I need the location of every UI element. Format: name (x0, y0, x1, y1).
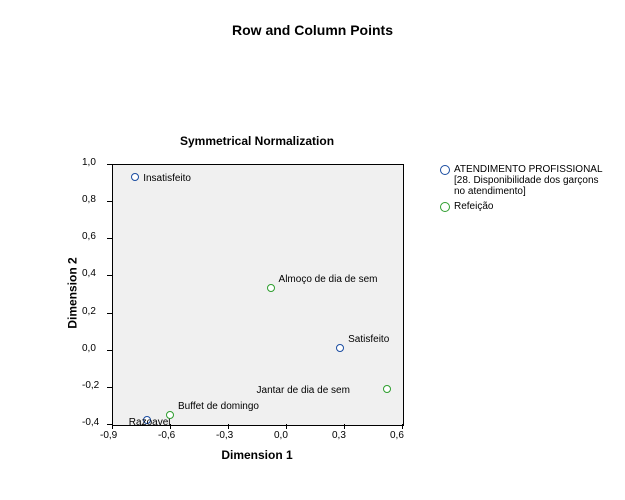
x-tick-label: 0,6 (390, 430, 404, 441)
chart-container: Row and Column Points Symmetrical Normal… (0, 0, 625, 500)
data-point-label: Satisfeito (348, 334, 389, 345)
x-tick-label: -0,9 (100, 430, 117, 441)
legend-item: Refeição (440, 201, 610, 212)
y-tick-label: 1,0 (82, 157, 96, 168)
x-tick (344, 424, 345, 429)
x-tick (112, 424, 113, 429)
data-point (383, 385, 391, 393)
data-point-label: Almoço de dia de sem (279, 274, 378, 285)
data-point (336, 344, 344, 352)
y-tick-label: -0,4 (82, 417, 99, 428)
legend-label: Refeição (454, 201, 608, 212)
x-tick (402, 424, 403, 429)
legend: ATENDIMENTO PROFISSIONAL [28. Disponibil… (440, 164, 610, 216)
x-tick-label: -0,6 (158, 430, 175, 441)
legend-item: ATENDIMENTO PROFISSIONAL [28. Disponibil… (440, 164, 610, 197)
x-tick-label: 0,3 (332, 430, 346, 441)
x-tick (286, 424, 287, 429)
data-point-label: Insatisfeito (143, 173, 191, 184)
y-tick (107, 387, 112, 388)
y-tick-label: 0,6 (82, 231, 96, 242)
chart-main-title: Row and Column Points (0, 0, 625, 38)
y-axis-title: Dimension 2 (66, 257, 80, 328)
sub-title-holder: Symmetrical Normalization (112, 134, 402, 148)
y-tick (107, 164, 112, 165)
y-tick-label: 0,8 (82, 194, 96, 205)
chart-sub-title: Symmetrical Normalization (112, 134, 402, 148)
x-tick (228, 424, 229, 429)
y-tick-label: 0,4 (82, 268, 96, 279)
legend-marker (440, 202, 450, 212)
data-point-label: Buffet de domingo (178, 401, 259, 412)
y-tick (107, 424, 112, 425)
data-point-label: Razoavel (129, 417, 171, 428)
legend-marker (440, 165, 450, 175)
x-tick-label: 0,0 (274, 430, 288, 441)
y-tick (107, 201, 112, 202)
y-tick-label: 0,0 (82, 343, 96, 354)
y-tick (107, 350, 112, 351)
data-point-label: Jantar de dia de sem (257, 385, 350, 396)
y-tick (107, 238, 112, 239)
y-tick-label: -0,2 (82, 380, 99, 391)
x-tick-label: -0,3 (216, 430, 233, 441)
x-axis-title: Dimension 1 (112, 448, 402, 462)
y-tick (107, 275, 112, 276)
data-point (267, 284, 275, 292)
y-tick (107, 313, 112, 314)
legend-label: ATENDIMENTO PROFISSIONAL [28. Disponibil… (454, 164, 608, 197)
y-tick-label: 0,2 (82, 306, 96, 317)
data-point (166, 411, 174, 419)
